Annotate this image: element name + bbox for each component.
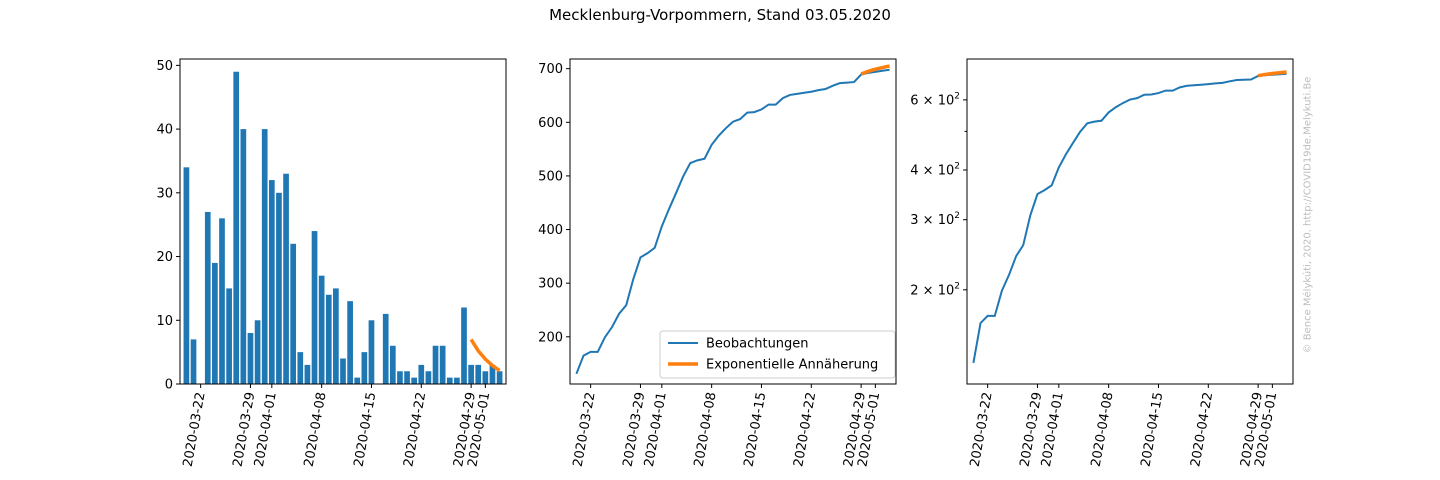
- daily-cases-bar: [190, 339, 197, 384]
- y-tick-label: 400: [538, 223, 563, 238]
- daily-cases-bar: [468, 364, 474, 384]
- daily-cases-bar: [482, 371, 489, 384]
- daily-cases-bar: [219, 218, 225, 384]
- y-tick-label: 6 × 102: [910, 91, 960, 108]
- daily-cases-bar: [311, 231, 318, 384]
- axes-frame: [569, 58, 897, 385]
- y-tick-label: 0: [165, 378, 173, 393]
- daily-cases-bar: [446, 377, 453, 384]
- copyright-watermark: © Bence Mélykúti, 2020. http://COVID19de…: [1300, 60, 1316, 370]
- daily-cases-bar: [361, 352, 368, 384]
- daily-cases-bar: [290, 243, 297, 384]
- daily-cases-bar: [240, 129, 247, 384]
- daily-cases-bar: [333, 288, 339, 384]
- cumulative-cases-log-chart: 2 × 102 3 × 102 4 × 102 6 × 102 2020-03-22 20…: [910, 58, 1294, 468]
- chart-legend: Beobachtungen Exponentielle Annäherung: [659, 330, 896, 379]
- x-tick-label: 2020-04-15: [1139, 391, 1167, 468]
- daily-cases-bar: [247, 333, 254, 384]
- daily-cases-bar: [439, 345, 446, 384]
- x-tick-label: 2020-04-08: [302, 391, 330, 468]
- daily-cases-bar: [183, 167, 190, 384]
- legend-box: [659, 330, 896, 379]
- daily-cases-bar: [475, 364, 482, 384]
- daily-cases-bar: [397, 371, 403, 384]
- x-tick-label: 2020-03-22: [571, 391, 599, 468]
- daily-cases-bar: [411, 377, 418, 384]
- daily-cases-bar: [340, 358, 346, 384]
- legend-label-fit: Exponentielle Annäherung: [706, 358, 878, 373]
- y-tick-label: 600: [538, 116, 563, 131]
- daily-cases-bar: [425, 371, 432, 384]
- daily-cases-bar: [454, 377, 460, 384]
- y-tick-label: 20: [156, 250, 173, 265]
- exponential-fit-line: [469, 338, 501, 373]
- daily-cases-bar: [404, 371, 410, 384]
- daily-cases-bar: [204, 211, 211, 384]
- daily-cases-bar: [268, 180, 275, 384]
- y-tick-label: 40: [156, 123, 173, 138]
- daily-cases-bar: [347, 301, 353, 384]
- exponential-fit-line: [860, 64, 890, 76]
- observations-line: [972, 72, 1287, 364]
- y-tick-label: 2 × 102: [910, 281, 960, 298]
- daily-cases-bar: [489, 364, 496, 384]
- daily-cases-bar: [304, 364, 311, 384]
- y-tick-label: 10: [156, 314, 173, 329]
- daily-cases-bar: [496, 371, 503, 384]
- figure-title: Mecklenburg-Vorpommern, Stand 03.05.2020: [549, 6, 891, 24]
- y-tick-label: 30: [156, 186, 173, 201]
- axes-frame: [179, 58, 507, 385]
- daily-cases-bar: [382, 313, 389, 384]
- daily-cases-bar: [354, 377, 361, 384]
- x-tick-label: 2020-04-15: [352, 391, 380, 468]
- daily-cases-bar: [254, 320, 261, 384]
- daily-cases-bar: [389, 345, 396, 384]
- x-tick-label: 2020-04-15: [742, 391, 770, 468]
- x-tick-label: 2020-03-22: [968, 391, 996, 468]
- daily-cases-bar: [233, 71, 240, 384]
- y-tick-label: 4 × 102: [910, 161, 960, 178]
- daily-cases-bar: [261, 129, 268, 384]
- y-tick-label: 50: [156, 59, 173, 74]
- y-tick-label: 500: [538, 169, 563, 184]
- daily-cases-bar: [325, 294, 332, 384]
- y-tick-label: 3 × 102: [910, 211, 960, 228]
- daily-cases-bar: [283, 173, 289, 384]
- exponential-fit-line: [1257, 70, 1287, 78]
- daily-cases-bar: [368, 320, 375, 384]
- y-tick-label: 700: [538, 62, 563, 77]
- x-tick-label: 2020-04-08: [692, 391, 720, 468]
- legend-label-observations: Beobachtungen: [706, 337, 809, 352]
- y-tick-label: 200: [538, 330, 563, 345]
- x-tick-label: 2020-04-08: [1089, 391, 1117, 468]
- daily-cases-bar: [418, 364, 425, 384]
- daily-cases-bar: [461, 307, 467, 384]
- daily-cases-bar: [212, 262, 218, 384]
- observations-line: [575, 68, 890, 375]
- daily-cases-bar: [318, 275, 325, 384]
- copyright-watermark-text: © Bence Mélykúti, 2020. http://COVID19de…: [1302, 76, 1314, 354]
- daily-cases-bar: [297, 352, 304, 384]
- x-tick-label: 2020-04-22: [791, 391, 819, 468]
- daily-cases-bar: [226, 288, 232, 384]
- y-tick-label: 300: [538, 277, 563, 292]
- daily-cases-bar: [432, 345, 439, 384]
- axes-frame: [966, 58, 1294, 385]
- x-tick-label: 2020-04-22: [1188, 391, 1216, 468]
- daily-cases-bar: [276, 192, 282, 384]
- x-tick-label: 2020-04-22: [401, 391, 429, 468]
- x-tick-label: 2020-03-22: [181, 391, 209, 468]
